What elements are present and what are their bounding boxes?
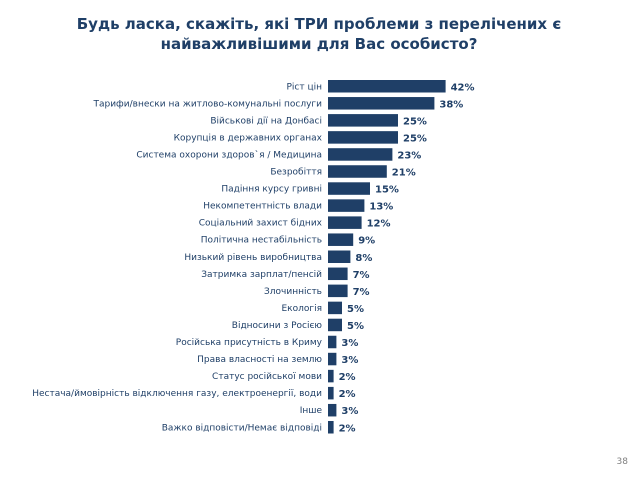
bar: [328, 267, 348, 281]
value-label: 2%: [339, 389, 356, 400]
value-label: 25%: [403, 116, 427, 127]
bar: [328, 216, 362, 229]
bar: [328, 403, 337, 417]
value-label: 38%: [439, 99, 463, 110]
category-label: Ріст цін: [287, 82, 323, 92]
category-label: Військові дії на Донбасі: [210, 116, 322, 126]
category-label: Політична нестабільність: [201, 236, 322, 246]
value-label: 7%: [353, 270, 370, 281]
value-label: 5%: [347, 304, 364, 315]
category-label: Нестача/ймовірність відключення газу, ел…: [32, 389, 322, 399]
category-label: Статус російської мови: [212, 372, 322, 382]
category-label: Система охорони здоров`я / Медицина: [136, 149, 322, 160]
category-label: Важко відповісти/Немає відповіді: [162, 423, 322, 433]
value-label: 25%: [403, 133, 427, 144]
category-label: Тарифи/внески на житлово-комунальні посл…: [92, 99, 322, 109]
value-label: 23%: [397, 150, 421, 161]
bar: [328, 369, 334, 383]
bar: [328, 250, 351, 263]
bar: [328, 199, 365, 212]
category-label: Низький рівень виробництва: [184, 253, 322, 263]
bar: [328, 386, 334, 400]
bar: [328, 301, 342, 315]
value-label: 21%: [392, 168, 416, 179]
value-label: 8%: [355, 253, 372, 264]
value-label: 2%: [339, 372, 356, 383]
bar: [328, 233, 354, 246]
value-label: 3%: [341, 406, 358, 417]
category-label: Некомпетентність влади: [203, 202, 322, 212]
value-label: 42%: [451, 82, 475, 93]
value-label: 3%: [341, 355, 358, 366]
bar: [328, 80, 446, 93]
value-label: 3%: [341, 338, 358, 349]
category-label: Інше: [300, 406, 323, 416]
bar: [328, 182, 370, 195]
bar: [328, 114, 398, 127]
page-number: 38: [616, 457, 628, 467]
category-label: Падіння курсу гривні: [221, 185, 322, 195]
value-label: 13%: [369, 202, 393, 213]
category-label: Екологія: [281, 304, 322, 314]
chart-title: Будь ласка, скажіть, які ТРИ проблеми з …: [0, 14, 638, 54]
bar: [328, 352, 337, 366]
value-label: 15%: [375, 185, 399, 196]
value-label: 5%: [347, 321, 364, 332]
category-label: Соціальний захист бідних: [199, 219, 323, 229]
bar: [328, 97, 435, 110]
value-label: 12%: [367, 219, 391, 230]
value-label: 2%: [339, 423, 356, 434]
value-label: 9%: [358, 236, 375, 247]
category-label: Російська присутність в Криму: [176, 338, 323, 348]
category-label: Затримка зарплат/пенсій: [201, 270, 322, 280]
bar: [328, 284, 348, 298]
bar: [328, 165, 387, 178]
value-label: 7%: [353, 287, 370, 298]
category-label: Безробіття: [270, 168, 322, 178]
category-label: Корупція в державних органах: [174, 133, 323, 143]
category-label: Відносини з Росією: [232, 321, 323, 331]
bar: [328, 131, 398, 144]
chart-title-line-2: найважливішими для Вас особисто?: [160, 35, 478, 53]
bar: [328, 318, 342, 332]
bar: [328, 148, 393, 161]
category-label: Права власності на землю: [197, 355, 322, 365]
category-label: Злочинність: [264, 287, 322, 297]
chart-title-line-1: Будь ласка, скажіть, які ТРИ проблеми з …: [76, 15, 562, 33]
bar: [328, 335, 337, 349]
bar: [328, 421, 334, 434]
